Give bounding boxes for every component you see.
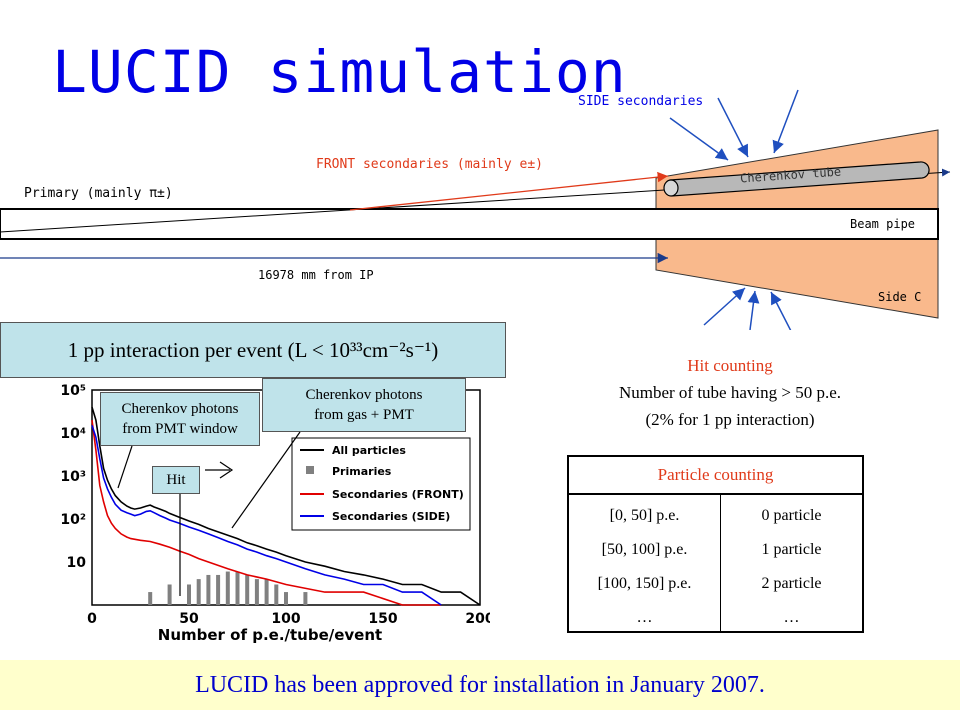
primaries-bar — [245, 574, 250, 605]
interaction-banner: 1 pp interaction per event (L < 10³³cm⁻²… — [0, 322, 506, 378]
hit-counting-line1: Number of tube having > 50 p.e. — [618, 383, 842, 402]
x-axis-label: Number of p.e./tube/event — [158, 626, 382, 644]
x-tick-label: 200 — [465, 611, 490, 627]
primaries-bar — [148, 592, 153, 605]
side-secondary-arrows — [669, 89, 799, 330]
primaries-bar — [235, 571, 240, 605]
range-column: [0, 50] p.e. [50, 100] p.e. [100, 150] p… — [569, 495, 721, 633]
legend: All particles Primaries Secondaries (FRO… — [291, 437, 471, 531]
primaries-bar — [196, 579, 201, 605]
y-tick-label: 10 — [67, 555, 87, 571]
callout-gas-pmt-line2: from gas + PMT — [314, 407, 414, 423]
y-tick-label: 10² — [60, 512, 86, 528]
x-tick-label: 0 — [87, 611, 97, 627]
primary-label: Primary (mainly π±) — [24, 186, 173, 201]
distance-label: 16978 mm from IP — [258, 268, 374, 282]
front-secondary-track — [349, 171, 669, 211]
primaries-bar — [216, 574, 221, 605]
callout-pmt-window-line1: Cherenkov photons — [121, 401, 239, 417]
series-line-3 — [91, 425, 442, 606]
legend-primaries-swatch — [306, 466, 314, 474]
table-cell-range: [0, 50] p.e. — [609, 507, 680, 524]
legend-front: Secondaries (FRONT) — [332, 488, 464, 501]
table-cell-range: … — [636, 609, 653, 626]
primaries-bar — [206, 574, 211, 605]
legend-primaries: Primaries — [332, 465, 392, 478]
footer-announcement: LUCID has been approved for installation… — [0, 660, 960, 710]
histogram-series — [91, 406, 481, 606]
side-secondaries-label: SIDE secondaries — [578, 94, 704, 109]
x-tick-label: 50 — [179, 611, 199, 627]
series-line-0 — [91, 406, 481, 606]
y-tick-label: 10³ — [60, 469, 86, 485]
hit-counting-line2: (2% for 1 pp interaction) — [645, 410, 815, 429]
front-secondaries-label: FRONT secondaries (mainly e±) — [316, 157, 543, 172]
primaries-bar — [264, 579, 269, 605]
cherenkov-tube-shape — [663, 161, 930, 197]
callout-pmt-window: Cherenkov photons from PMT window — [100, 392, 260, 446]
primaries-bar — [284, 592, 288, 605]
primaries-bar — [274, 584, 279, 605]
particle-counting-table: Particle counting [0, 50] p.e. [50, 100]… — [567, 455, 864, 633]
side-c-label: Side C — [878, 290, 922, 304]
y-tick-label: 10⁵ — [60, 383, 86, 399]
primaries-bar — [254, 579, 259, 605]
hit-counting-title: Hit counting — [687, 356, 773, 375]
table-cell-range: [100, 150] p.e. — [597, 575, 692, 592]
callout-hit: Hit — [152, 466, 200, 494]
legend-all: All particles — [332, 444, 406, 457]
x-tick-label: 150 — [368, 611, 397, 627]
legend-side: Secondaries (SIDE) — [332, 510, 450, 523]
primaries-bar — [225, 571, 230, 605]
beam-pipe-label: Beam pipe — [850, 217, 916, 231]
table-cell-range: [50, 100] p.e. — [601, 541, 688, 558]
detector-schematic — [0, 89, 951, 330]
table-cell-result: 0 particle — [761, 507, 822, 524]
callout-gas-pmt: Cherenkov photons from gas + PMT — [262, 378, 466, 432]
particle-counting-header: Particle counting — [569, 457, 862, 495]
beam-pipe — [0, 208, 939, 240]
primaries-bar — [167, 584, 172, 605]
table-cell-result: … — [783, 609, 800, 626]
result-column: 0 particle 1 particle 2 particle … — [721, 495, 862, 633]
x-tick-label: 100 — [271, 611, 300, 627]
callout-gas-pmt-line1: Cherenkov photons — [305, 387, 423, 403]
primaries-bar — [303, 592, 308, 605]
legend-box — [291, 437, 471, 531]
primaries-bar — [187, 584, 191, 605]
y-tick-label: 10⁴ — [60, 426, 86, 442]
slide-title: LUCID simulation — [52, 38, 627, 106]
hit-counting: Hit counting Number of tube having > 50 … — [560, 352, 900, 433]
table-cell-result: 1 particle — [761, 541, 822, 558]
callout-pmt-window-line2: from PMT window — [122, 421, 238, 437]
table-cell-result: 2 particle — [761, 575, 822, 592]
series-line-2 — [91, 419, 442, 606]
